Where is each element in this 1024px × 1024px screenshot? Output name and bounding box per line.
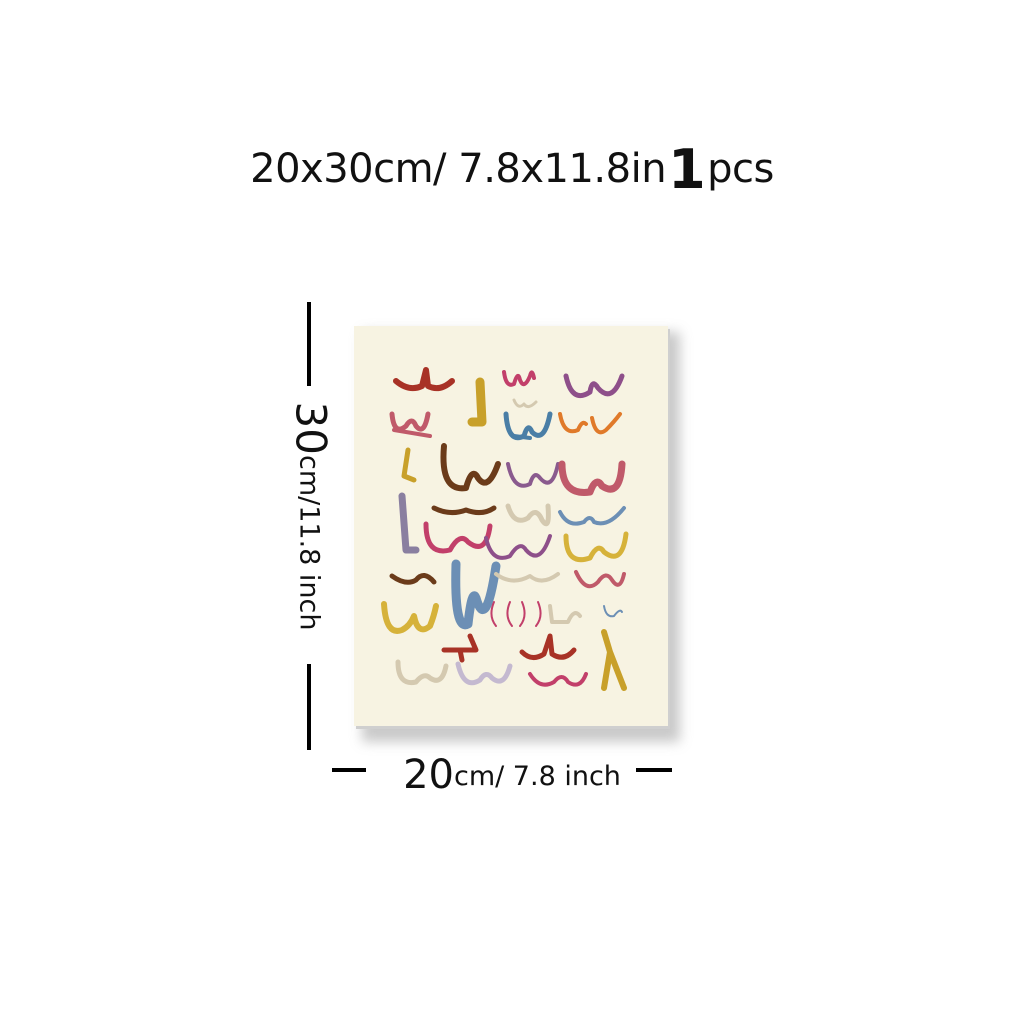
height-unit: cm/11.8 inch (293, 454, 325, 631)
quantity-number: 1 (668, 138, 706, 201)
height-number: 30 (286, 401, 336, 455)
width-unit: cm/ 7.8 inch (453, 761, 621, 792)
size-title: 20x30cm/ 7.8x11.8in1pcs (0, 138, 1024, 201)
width-number: 20 (403, 752, 454, 798)
width-label: 20cm/ 7.8 inch (0, 752, 1024, 798)
width-line-left (332, 768, 366, 772)
height-line-bottom (307, 664, 311, 750)
height-line-top (307, 302, 311, 386)
poster-artwork (381, 367, 629, 691)
size-text: 20x30cm/ 7.8x11.8in (250, 146, 667, 192)
quantity-unit: pcs (707, 146, 774, 192)
height-label: 30cm/11.8 inch (287, 402, 336, 631)
poster (354, 326, 668, 726)
width-line-right (636, 768, 672, 772)
